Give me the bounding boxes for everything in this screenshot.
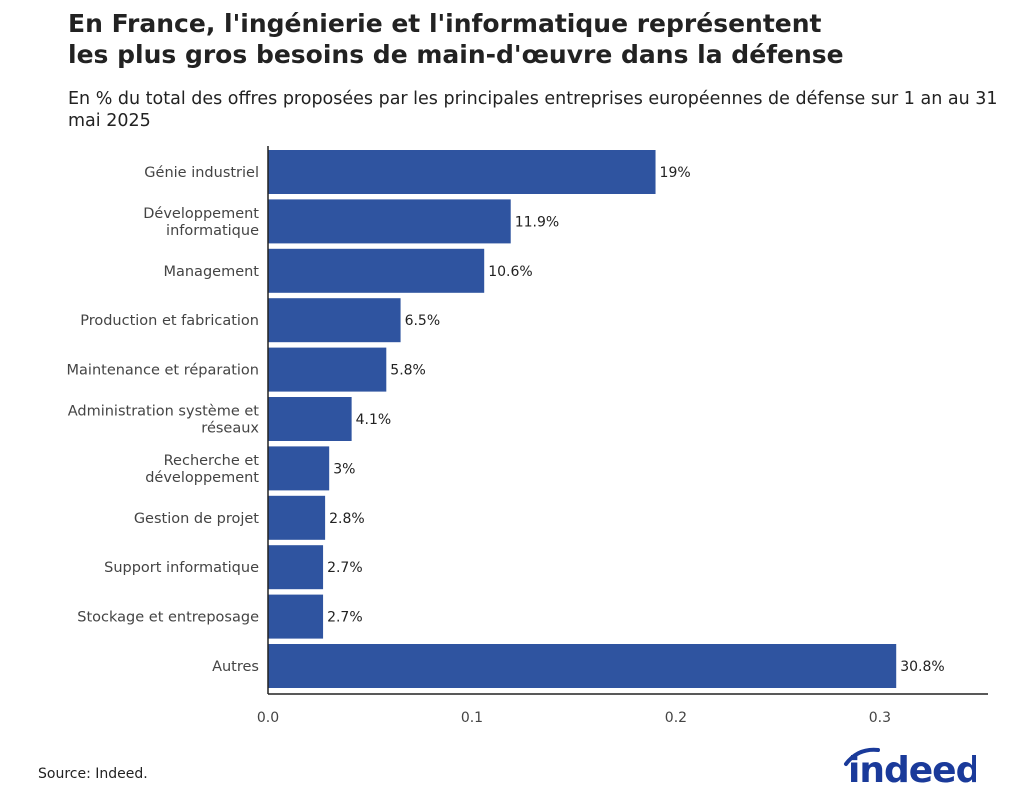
bar — [268, 248, 485, 293]
category-label: Management — [163, 264, 259, 280]
indeed-logo: indeed — [836, 742, 981, 796]
category-label: Génie industriel — [144, 165, 259, 181]
chart-title: En France, l'ingénierie et l'informatiqu… — [68, 8, 968, 70]
data-label: 3% — [333, 461, 355, 477]
data-label: 4.1% — [356, 412, 392, 428]
category-label: Production et fabrication — [80, 313, 259, 329]
source-note: Source: Indeed. — [38, 766, 148, 782]
category-label: développement — [145, 470, 259, 486]
bar — [268, 150, 656, 194]
category-label: Administration système et — [68, 404, 260, 420]
data-label: 6.5% — [405, 313, 441, 329]
data-label: 11.9% — [515, 214, 559, 230]
bar — [268, 495, 326, 540]
bar — [268, 545, 324, 590]
x-tick-label: 0.2 — [665, 710, 687, 726]
category-label: Recherche et — [164, 453, 260, 469]
category-label: Autres — [212, 659, 259, 675]
bar — [268, 594, 324, 639]
data-label: 2.7% — [327, 610, 363, 626]
data-label: 19% — [660, 165, 691, 181]
title-line-2: les plus gros besoins de main-d'œuvre da… — [68, 40, 844, 69]
svg-text:indeed: indeed — [848, 750, 976, 791]
category-label: Gestion de projet — [134, 511, 259, 527]
title-line-1: En France, l'ingénierie et l'informatiqu… — [68, 9, 822, 38]
bar — [268, 347, 387, 392]
category-label: Maintenance et réparation — [67, 363, 259, 379]
bar — [268, 199, 511, 244]
data-label: 30.8% — [900, 659, 944, 675]
data-label: 10.6% — [488, 264, 532, 280]
data-label: 2.7% — [327, 560, 363, 576]
bar — [268, 446, 330, 491]
x-tick-label: 0.0 — [257, 710, 279, 726]
category-label: Stockage et entreposage — [77, 610, 259, 626]
bar — [268, 397, 352, 441]
x-tick-label: 0.3 — [869, 710, 891, 726]
bar — [268, 298, 401, 343]
data-label: 2.8% — [329, 511, 365, 527]
category-label: Développement — [143, 206, 259, 222]
data-label: 5.8% — [390, 363, 426, 379]
bar — [268, 644, 897, 688]
x-tick-label: 0.1 — [461, 710, 483, 726]
category-label: réseaux — [201, 421, 259, 437]
chart-subtitle: En % du total des offres proposées par l… — [68, 89, 998, 131]
category-label: Support informatique — [104, 560, 259, 576]
category-label: informatique — [166, 223, 259, 239]
